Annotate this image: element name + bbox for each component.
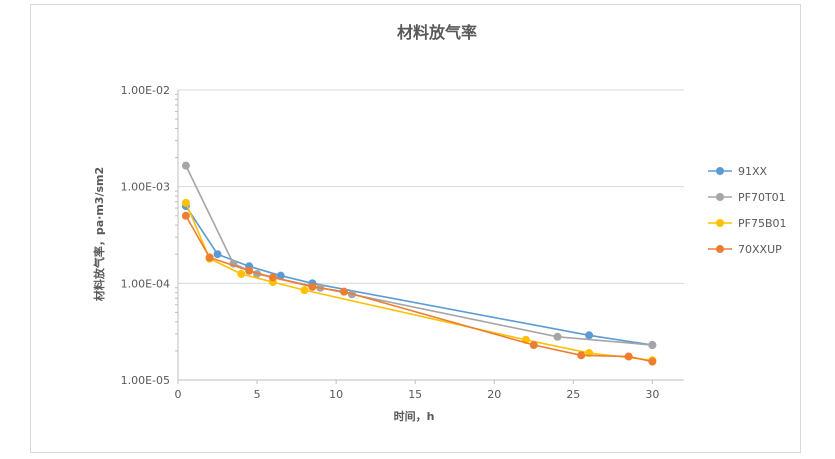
legend: 91XX PF70T01 PF75B01 70XXUP — [708, 165, 787, 256]
x-tick-label: 10 — [329, 388, 343, 401]
legend-marker-91xx — [716, 167, 724, 175]
chart-frame — [30, 4, 801, 453]
y-tick-label: 1.00E-05 — [121, 374, 170, 387]
chart-title: 材料放气率 — [397, 23, 477, 42]
series-line-pf70t01 — [185, 165, 653, 346]
legend-label-70xxup: 70XXUP — [738, 243, 782, 256]
data-point-pf70t01 — [553, 332, 562, 341]
y-axis-label: 材料放气率，pa·m3/sm2 — [92, 167, 106, 301]
data-point-pf75b01 — [237, 269, 246, 278]
y-tick-label: 1.00E-04 — [121, 277, 170, 290]
y-tick-label: 1.00E-03 — [121, 181, 170, 194]
data-point-70xxup — [624, 352, 633, 361]
y-tick-label: 1.00E-02 — [121, 84, 170, 97]
data-point-70xxup — [268, 273, 277, 282]
data-point-pf70t01 — [648, 341, 657, 350]
data-point-70xxup — [648, 357, 657, 366]
legend-marker-pf75b01 — [716, 219, 724, 227]
x-tick-label: 25 — [566, 388, 580, 401]
data-point-70xxup — [529, 341, 538, 350]
data-point-70xxup — [205, 253, 214, 262]
data-point-70xxup — [340, 287, 349, 296]
data-point-70xxup — [577, 351, 586, 360]
axes: 1.00E-05 1.00E-04 1.00E-03 1.00E-02 0 5 10 15 20… — [121, 84, 684, 401]
data-point-pf75b01 — [300, 286, 309, 295]
x-tick-label: 5 — [254, 388, 261, 401]
legend-label-pf70t01: PF70T01 — [738, 191, 786, 204]
x-tick-label: 15 — [408, 388, 422, 401]
x-axis-label: 时间，h — [394, 409, 435, 423]
data-point-pf75b01 — [181, 198, 190, 207]
data-point-70xxup — [245, 266, 254, 275]
gridlines — [178, 89, 684, 381]
data-point-91xx — [276, 271, 285, 280]
legend-label-91xx: 91XX — [738, 165, 768, 178]
series-line-pf75b01 — [185, 202, 653, 362]
x-tick-label: 30 — [645, 388, 659, 401]
data-point-70xxup — [181, 211, 190, 220]
series-layer — [181, 161, 657, 366]
x-tick-label: 20 — [487, 388, 501, 401]
data-point-91xx — [585, 331, 594, 340]
legend-marker-70xxup — [716, 245, 724, 253]
series-line-70xxup — [185, 215, 653, 363]
legend-marker-pf70t01 — [716, 193, 724, 201]
data-point-91xx — [213, 250, 222, 259]
data-point-pf70t01 — [181, 161, 190, 170]
x-tick-label: 0 — [175, 388, 182, 401]
legend-label-pf75b01: PF75B01 — [738, 217, 787, 230]
data-point-70xxup — [308, 282, 317, 291]
